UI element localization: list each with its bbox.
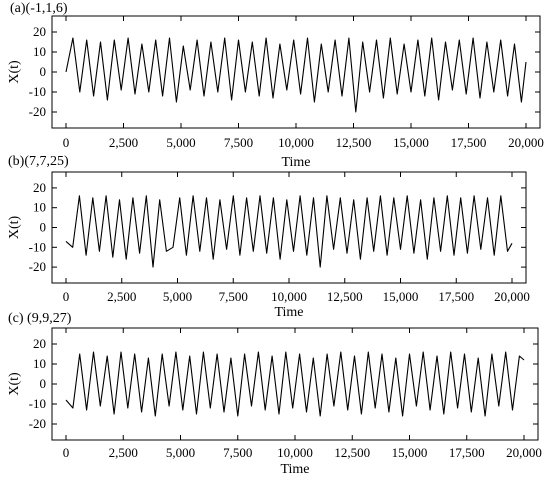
panel-a: (a)(-1,1,6) -20 -10 0 10 20 0 2,500 5,000 7,500 10… <box>7 1 544 170</box>
panel-title: (c) (9,9,27) <box>8 311 72 326</box>
y-axis-title: X(t) <box>7 60 22 84</box>
y-tick-label: -10 <box>29 239 46 254</box>
x-tick-label: 7,500 <box>219 289 248 304</box>
x-tick-label: 0 <box>63 445 70 460</box>
x-tick-label: 12,500 <box>334 445 370 460</box>
y-tick-label: -10 <box>29 84 46 99</box>
x-tick-label: 17,500 <box>449 445 485 460</box>
x-tick-label: 20,000 <box>506 445 542 460</box>
x-tick-label: 0 <box>63 135 70 150</box>
x-axis-title: Time <box>280 462 309 477</box>
x-tick-label: 17,500 <box>451 135 487 150</box>
x-tick-label: 15,000 <box>383 289 419 304</box>
x-tick-label: 2,500 <box>109 135 138 150</box>
panel-c: (c) (9,9,27) -20 -10 0 10 20 0 2,500 5,000 7,500 1… <box>7 311 542 477</box>
x-tick-label: 20,000 <box>508 135 544 150</box>
x-tick-label: 10,000 <box>277 445 313 460</box>
y-tick-label: 20 <box>33 180 46 195</box>
x-tick-label: 15,000 <box>393 135 429 150</box>
x-tick-label: 10,000 <box>278 135 314 150</box>
x-tick-label: 2,500 <box>109 445 138 460</box>
x-tick-label: 2,500 <box>107 289 136 304</box>
x-tick-label: 7,500 <box>223 445 252 460</box>
y-tick-label: 10 <box>33 200 46 215</box>
y-tick-label: -20 <box>29 259 46 274</box>
x-tick-label: 5,000 <box>163 289 192 304</box>
y-tick-label: 10 <box>33 356 46 371</box>
x-tick-label: 0 <box>63 289 70 304</box>
y-tick-label: -20 <box>29 104 46 119</box>
y-tick-label: 0 <box>40 64 47 79</box>
y-tick-label: -20 <box>29 416 46 431</box>
series-line <box>65 351 525 417</box>
y-tick-label: 0 <box>40 220 47 235</box>
panel-title: (a)(-1,1,6) <box>10 1 68 16</box>
x-tick-label: 15,000 <box>392 445 428 460</box>
x-tick-label: 20,000 <box>494 289 530 304</box>
y-tick-label: 20 <box>33 24 46 39</box>
x-tick-label: 17,500 <box>438 289 474 304</box>
x-tick-label: 7,500 <box>224 135 253 150</box>
series-line <box>65 195 513 268</box>
y-axis-title: X(t) <box>7 216 22 240</box>
x-tick-label: 5,000 <box>166 445 195 460</box>
y-tick-label: 0 <box>40 376 47 391</box>
y-axis-title: X(t) <box>7 372 22 396</box>
panel-b: (b)(7,7,25) -20 -10 0 10 20 0 2,500 5,000 7,500 10… <box>7 154 530 320</box>
x-tick-label: 10,000 <box>271 289 307 304</box>
y-tick-label: 10 <box>33 44 46 59</box>
y-tick-label: 20 <box>33 336 46 351</box>
x-axis-title: Time <box>281 155 310 170</box>
y-tick-label: -10 <box>29 396 46 411</box>
plot-frame <box>51 15 541 129</box>
x-tick-label: 5,000 <box>166 135 195 150</box>
x-axis-title: Time <box>274 305 303 320</box>
x-tick-label: 12,500 <box>336 135 372 150</box>
series-line <box>65 37 527 113</box>
panel-title: (b)(7,7,25) <box>8 154 69 169</box>
x-tick-label: 12,500 <box>327 289 363 304</box>
